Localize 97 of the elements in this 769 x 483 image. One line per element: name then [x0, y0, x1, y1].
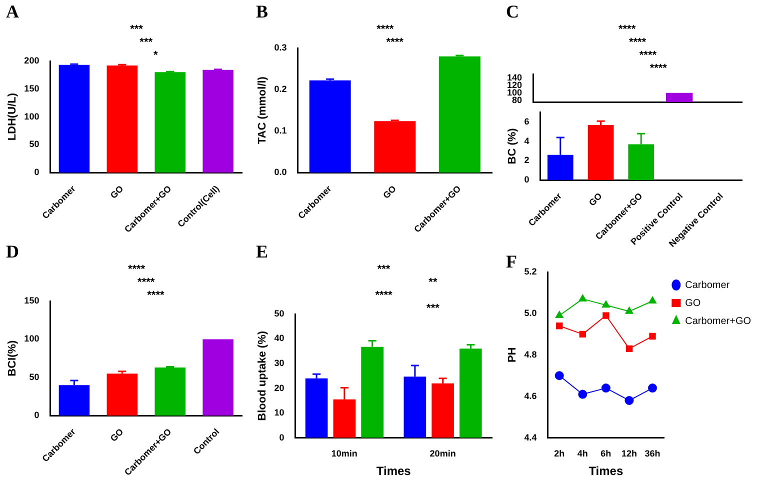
annotation: ****: [650, 62, 668, 75]
y-axis-title: PH: [506, 347, 519, 363]
y-axis-title: LDH(U/L): [6, 92, 19, 141]
bar: [154, 368, 186, 416]
y-tick-label: 4.4: [524, 432, 537, 442]
y-tick-label: 20: [274, 382, 284, 393]
point: [602, 312, 610, 319]
text: ****: [138, 276, 156, 289]
bar: [202, 339, 234, 416]
chart-title: D: [6, 242, 19, 262]
legend-label: Carbomer: [685, 280, 730, 291]
y-tick-label: 10: [274, 408, 284, 418]
x-tick-label: 10min: [331, 448, 358, 459]
y-tick-label: 2: [524, 155, 530, 166]
y-tick-label: 6: [524, 116, 530, 127]
point: [625, 306, 634, 314]
y-tick-label: 100: [506, 87, 522, 98]
annotation: ****: [386, 36, 404, 49]
y-tick-label: 150: [24, 295, 40, 306]
annotation: ****: [147, 290, 165, 302]
annotation: *: [154, 50, 159, 62]
y-axis-title: TAC (mmol/l): [256, 76, 269, 144]
y-tick-label: 100: [24, 111, 40, 122]
chart-title: E: [256, 242, 268, 262]
y-tick-label: 100: [24, 334, 40, 344]
x-tick-label: 6h: [600, 448, 612, 459]
point: [624, 396, 634, 405]
chart-title: B: [256, 2, 268, 22]
x-tick-label: 12h: [621, 448, 637, 459]
bar: [588, 124, 614, 180]
y-tick-label: 5.0: [524, 308, 537, 318]
y-tick-label: 4.8: [524, 349, 537, 360]
y-tick-label: 0.0: [274, 167, 287, 178]
x-tick-label: 20min: [430, 448, 456, 459]
y-tick-label: 0: [524, 174, 530, 184]
point: [601, 384, 610, 393]
y-tick-label: 0: [34, 410, 40, 420]
text: ****: [628, 36, 647, 49]
text: ***: [130, 24, 144, 36]
y-tick-label: 0: [34, 167, 40, 178]
chart-title: C: [506, 2, 519, 22]
point: [649, 332, 656, 340]
y-tick-label: 80: [512, 94, 522, 105]
x-tick-label: 4h: [577, 448, 588, 459]
point: [579, 330, 586, 338]
point: [648, 296, 656, 304]
point: [554, 371, 564, 380]
y-tick-label: 0.1: [274, 126, 287, 136]
y-tick-label: 4.6: [524, 390, 537, 401]
annotation: ***: [426, 302, 440, 315]
y-tick-label: 120: [506, 80, 522, 90]
point: [626, 345, 633, 352]
y-tick-label: 150: [24, 83, 40, 94]
x-tick-label: GO: [108, 184, 126, 201]
text: ****: [639, 50, 658, 62]
point: [648, 384, 657, 393]
text: ***: [377, 264, 391, 276]
y-axis-title: Blood uptake (%): [256, 330, 269, 421]
x-axis-title: Times: [588, 464, 624, 478]
y-tick-label: 5.2: [524, 266, 537, 276]
text: ****: [618, 24, 636, 36]
x-tick-label: GO: [108, 426, 126, 444]
y-axis-title: BC (%): [506, 128, 519, 164]
y-axis-title: BCI(%): [6, 340, 19, 376]
legend-label: GO: [685, 298, 701, 309]
point: [556, 322, 563, 330]
bar: [374, 121, 416, 173]
point: [602, 300, 610, 308]
chart-title: A: [6, 2, 19, 22]
text: ****: [376, 24, 394, 36]
y-tick-label: 30: [274, 358, 284, 368]
y-tick-label: 200: [24, 55, 40, 66]
x-axis-title: Times: [376, 464, 412, 478]
y-tick-label: 0: [279, 432, 284, 442]
y-tick-label: 50: [29, 139, 40, 150]
y-tick-label: 140: [506, 72, 522, 82]
y-tick-label: 50: [274, 308, 284, 318]
point: [578, 390, 588, 399]
bar: [438, 56, 480, 173]
text: ****: [128, 264, 146, 276]
point: [578, 294, 587, 302]
y-tick-label: 0.3: [274, 42, 287, 52]
y-tick-label: 40: [274, 333, 284, 344]
point: [555, 311, 564, 318]
bar: [106, 374, 138, 416]
text: ***: [140, 36, 154, 49]
x-tick-label: 36h: [644, 448, 660, 459]
text: **: [428, 276, 438, 289]
y-tick-label: 0.2: [274, 84, 287, 94]
x-tick-label: 2h: [554, 448, 565, 459]
legend-label: Carbomer+GO: [685, 316, 752, 327]
text: ****: [375, 290, 394, 302]
x-tick-label: GO: [381, 184, 398, 201]
y-tick-label: 4: [524, 136, 530, 146]
bar: [309, 80, 351, 173]
chart-title: F: [506, 252, 517, 272]
y-tick-label: 50: [29, 372, 40, 382]
